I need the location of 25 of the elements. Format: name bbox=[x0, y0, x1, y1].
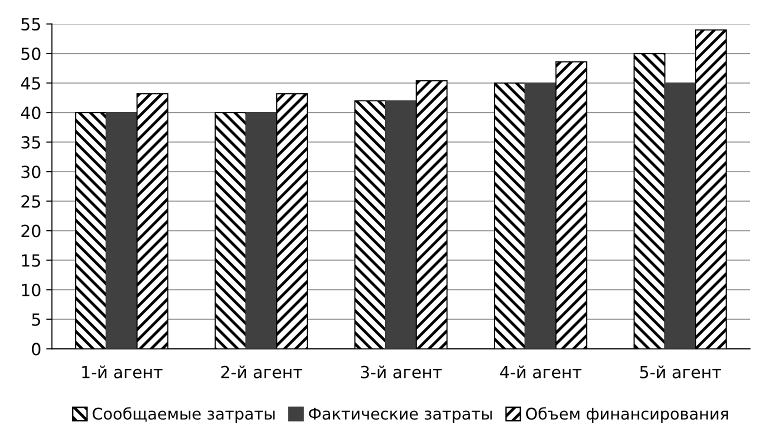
x-tick-label: 3-й агент bbox=[360, 366, 442, 378]
x-tick-label: 4-й агент bbox=[500, 366, 582, 378]
bar bbox=[524, 82, 556, 349]
y-tick-label: 45 bbox=[21, 77, 40, 90]
y-tick-label: 0 bbox=[32, 342, 40, 356]
y-tick-label: 55 bbox=[22, 18, 40, 31]
y-tick-label: 5 bbox=[32, 313, 40, 326]
y-tick-label: 35 bbox=[22, 136, 40, 149]
bar bbox=[106, 112, 138, 349]
bar bbox=[664, 82, 696, 349]
legend-label: Объем финансирования bbox=[526, 407, 728, 423]
x-tick-label: 2-й агент bbox=[221, 366, 302, 378]
legend-label: Сообщаемые затраты bbox=[92, 407, 275, 423]
legend-label: Фактические затраты bbox=[308, 408, 492, 423]
x-tick-label: 1-й агент bbox=[82, 366, 162, 378]
y-tick-label: 30 bbox=[22, 166, 40, 178]
y-tick-label: 15 bbox=[22, 254, 40, 267]
y-tick-label: 50 bbox=[22, 47, 40, 60]
y-tick-label: 10 bbox=[22, 284, 40, 296]
bar bbox=[245, 112, 278, 349]
x-tick-label: 5-й агент bbox=[640, 366, 722, 378]
y-tick-label: 25 bbox=[21, 195, 40, 208]
bar bbox=[385, 100, 417, 349]
y-tick-label: 40 bbox=[21, 106, 40, 120]
y-tick-label: 20 bbox=[21, 224, 40, 238]
